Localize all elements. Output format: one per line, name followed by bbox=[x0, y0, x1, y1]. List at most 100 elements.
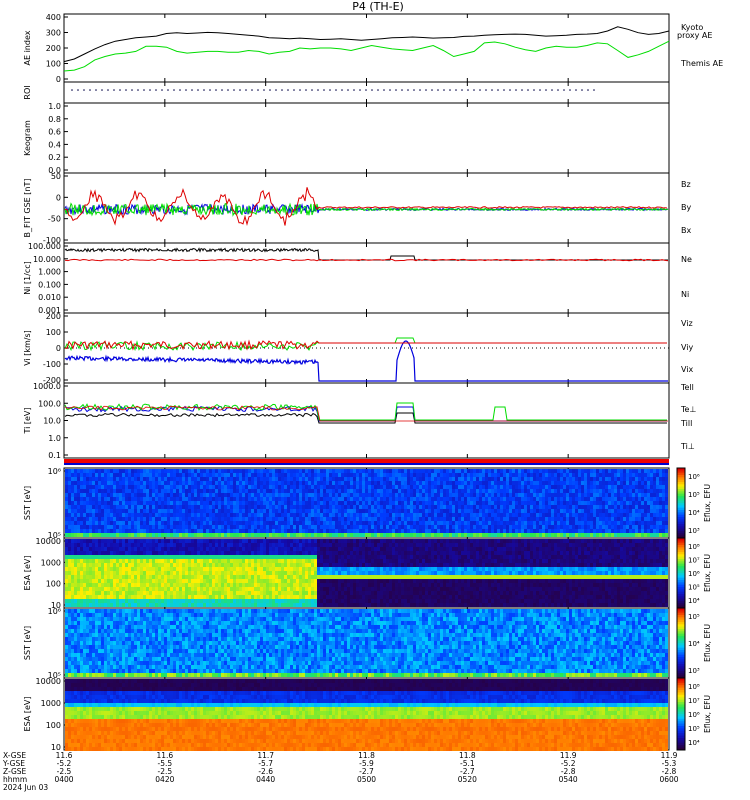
heatmap-cell bbox=[122, 509, 125, 513]
heatmap-cell bbox=[356, 529, 359, 533]
heatmap-cell bbox=[74, 539, 77, 543]
heatmap-cell bbox=[179, 521, 182, 525]
heatmap-cell bbox=[560, 493, 563, 497]
heatmap-cell bbox=[452, 493, 455, 497]
heatmap-cell bbox=[335, 469, 338, 473]
heatmap-cell bbox=[92, 505, 95, 509]
heatmap-cell bbox=[218, 469, 221, 473]
heatmap-cell bbox=[293, 489, 296, 493]
heatmap-cell bbox=[269, 595, 272, 599]
heatmap-cell bbox=[416, 493, 419, 497]
heatmap-cell bbox=[641, 485, 644, 489]
heatmap-cell bbox=[77, 505, 80, 509]
heatmap-cell bbox=[176, 473, 179, 477]
y-axis-label: Ti [eV] bbox=[23, 407, 32, 434]
heatmap-cell bbox=[371, 497, 374, 501]
heatmap-cell bbox=[242, 497, 245, 501]
heatmap-cell bbox=[167, 529, 170, 533]
heatmap-cell bbox=[200, 521, 203, 525]
heatmap-cell bbox=[158, 559, 161, 563]
heatmap-cell bbox=[446, 517, 449, 521]
heatmap-cell bbox=[230, 477, 233, 481]
heatmap-cell bbox=[203, 469, 206, 473]
heatmap-cell bbox=[509, 533, 512, 537]
heatmap-cell bbox=[335, 525, 338, 529]
heatmap-cell bbox=[629, 473, 632, 477]
heatmap-cell bbox=[539, 525, 542, 529]
heatmap-cell bbox=[332, 529, 335, 533]
heatmap-cell bbox=[128, 481, 131, 485]
heatmap-cell bbox=[269, 485, 272, 489]
heatmap-cell bbox=[224, 567, 227, 571]
heatmap-cell bbox=[251, 473, 254, 477]
heatmap-cell bbox=[65, 555, 68, 559]
heatmap-cell bbox=[653, 525, 656, 529]
heatmap-cell bbox=[83, 567, 86, 571]
heatmap-cell bbox=[401, 493, 404, 497]
heatmap-cell bbox=[551, 509, 554, 513]
colorbar-label: Eflux, EFU bbox=[703, 484, 712, 522]
heatmap-cell bbox=[227, 493, 230, 497]
heatmap-cell bbox=[275, 529, 278, 533]
heatmap-cell bbox=[416, 501, 419, 505]
heatmap-cell bbox=[194, 543, 197, 547]
heatmap-cell bbox=[239, 473, 242, 477]
heatmap-cell bbox=[218, 571, 221, 575]
heatmap-cell bbox=[230, 469, 233, 473]
heatmap-cell bbox=[230, 555, 233, 559]
heatmap-cell bbox=[224, 513, 227, 517]
heatmap-cell bbox=[200, 505, 203, 509]
heatmap-cell bbox=[470, 517, 473, 521]
heatmap-cell bbox=[473, 505, 476, 509]
heatmap-cell bbox=[266, 489, 269, 493]
heatmap-cell bbox=[227, 599, 230, 603]
heatmap-cell bbox=[224, 575, 227, 579]
heatmap-cell bbox=[521, 485, 524, 489]
heatmap-cell bbox=[182, 587, 185, 591]
heatmap-cell bbox=[206, 587, 209, 591]
heatmap-cell bbox=[497, 505, 500, 509]
heatmap-cell bbox=[428, 477, 431, 481]
heatmap-cell bbox=[230, 489, 233, 493]
heatmap-cell bbox=[143, 583, 146, 587]
heatmap-cell bbox=[455, 521, 458, 525]
heatmap-cell bbox=[290, 497, 293, 501]
heatmap-cell bbox=[191, 567, 194, 571]
heatmap-cell bbox=[116, 595, 119, 599]
heatmap-cell bbox=[206, 517, 209, 521]
heatmap-cell bbox=[332, 513, 335, 517]
heatmap-cell bbox=[107, 469, 110, 473]
heatmap-cell bbox=[611, 513, 614, 517]
heatmap-cell bbox=[548, 477, 551, 481]
heatmap-cell bbox=[224, 543, 227, 547]
roi-dot bbox=[461, 89, 463, 91]
heatmap-cell bbox=[260, 547, 263, 551]
heatmap-cell bbox=[623, 533, 626, 537]
heatmap-cell bbox=[158, 513, 161, 517]
heatmap-cell bbox=[173, 501, 176, 505]
heatmap-cell bbox=[587, 517, 590, 521]
heatmap-cell bbox=[149, 551, 152, 555]
heatmap-cell bbox=[434, 473, 437, 477]
heatmap-cell bbox=[500, 509, 503, 513]
heatmap-cell bbox=[509, 505, 512, 509]
heatmap-cell bbox=[293, 477, 296, 481]
heatmap-cell bbox=[284, 485, 287, 489]
colorbar-cell bbox=[677, 482, 685, 485]
heatmap-cell bbox=[407, 473, 410, 477]
roi-dot bbox=[557, 89, 559, 91]
heatmap-cell bbox=[395, 521, 398, 525]
heatmap-cell bbox=[101, 587, 104, 591]
heatmap-cell bbox=[314, 501, 317, 505]
heatmap-cell bbox=[275, 563, 278, 567]
heatmap-cell bbox=[560, 521, 563, 525]
heatmap-cell bbox=[536, 509, 539, 513]
heatmap-cell bbox=[191, 555, 194, 559]
heatmap-cell bbox=[212, 599, 215, 603]
heatmap-cell bbox=[104, 603, 107, 607]
heatmap-cell bbox=[146, 543, 149, 547]
heatmap-cell bbox=[86, 575, 89, 579]
heatmap-cell bbox=[95, 539, 98, 543]
heatmap-cell bbox=[167, 485, 170, 489]
heatmap-cell bbox=[449, 485, 452, 489]
